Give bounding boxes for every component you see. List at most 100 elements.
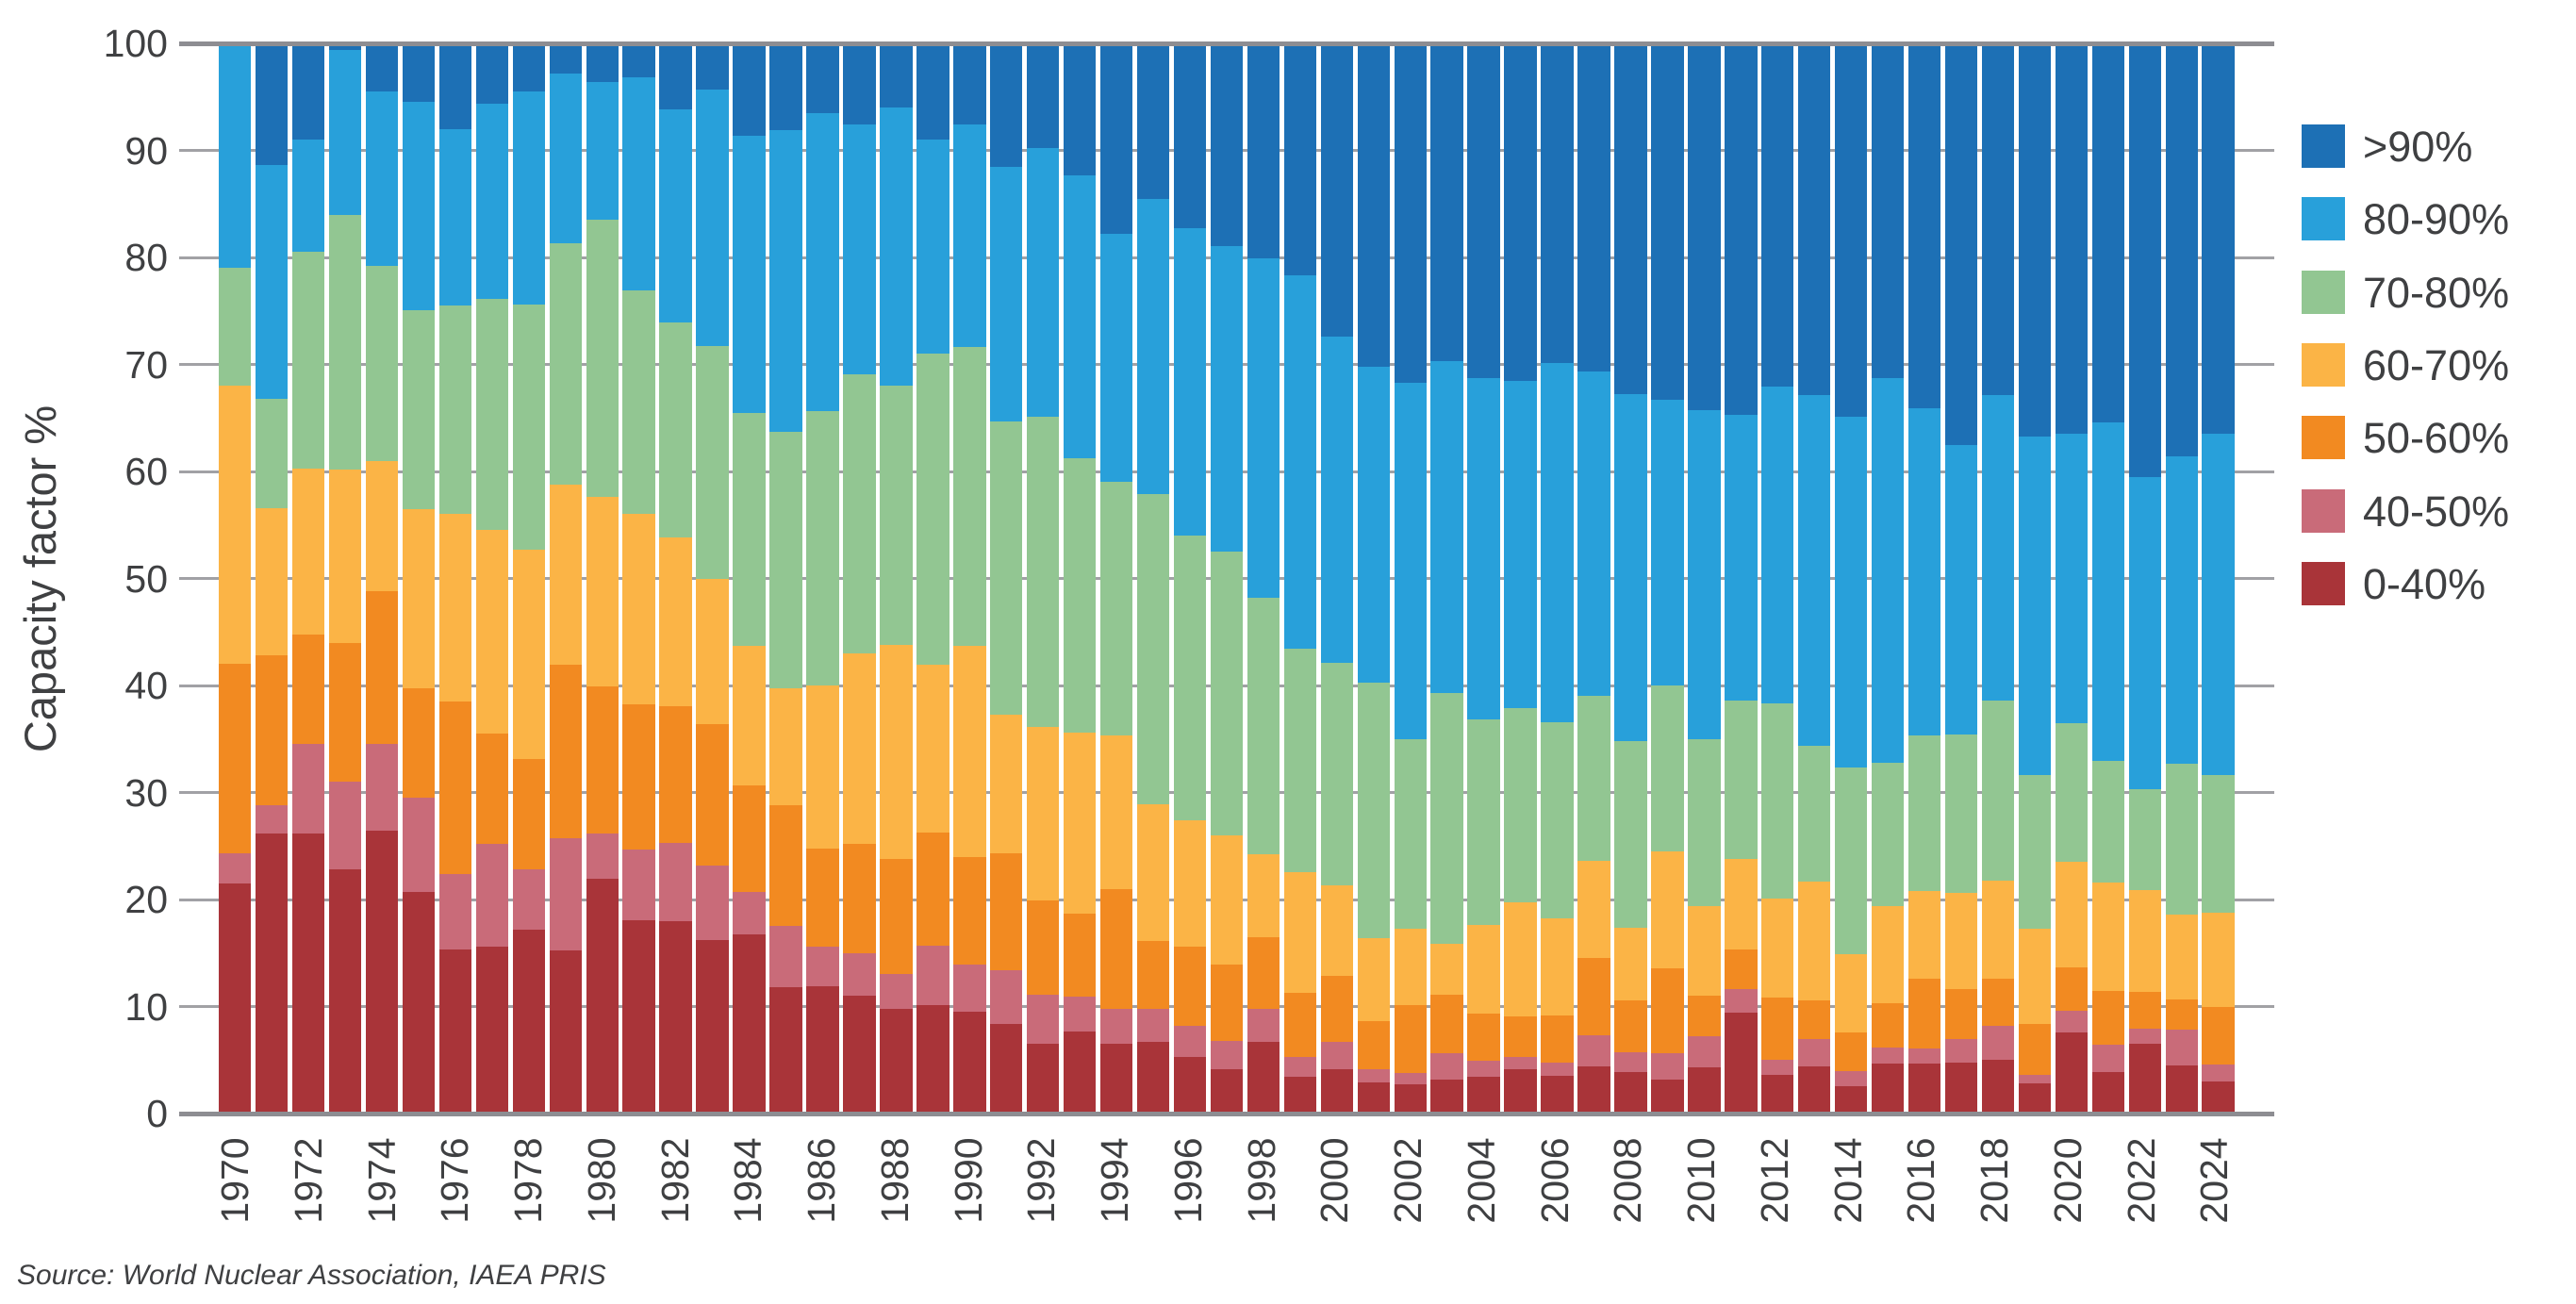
segment-band_80_90 bbox=[1136, 198, 1170, 494]
segment-band_60_70 bbox=[696, 578, 729, 724]
segment-band_40_50 bbox=[475, 844, 509, 947]
segment-band_0_40 bbox=[475, 946, 509, 1114]
segment-band_0_40 bbox=[438, 949, 472, 1114]
segment-band_80_90 bbox=[1761, 387, 1794, 704]
segment-band_70_80 bbox=[1981, 700, 2015, 881]
segment-band_40_50 bbox=[1210, 1040, 1244, 1070]
segment-band_60_70 bbox=[1651, 850, 1684, 968]
segment-band_80_90 bbox=[2091, 421, 2125, 761]
segment-band_40_50 bbox=[916, 945, 949, 1006]
bar-2001 bbox=[1357, 43, 1390, 1114]
segment-band_60_70 bbox=[1797, 881, 1831, 1000]
segment-band_60_70 bbox=[1430, 943, 1463, 996]
segment-band_70_80 bbox=[659, 322, 692, 538]
segment-band_70_80 bbox=[1614, 741, 1647, 928]
segment-band_0_40 bbox=[1981, 1060, 2015, 1114]
segment-band_50_60 bbox=[696, 723, 729, 866]
segment-band_70_80 bbox=[549, 243, 583, 485]
segment-band_60_70 bbox=[402, 508, 436, 689]
segment-band_gt90 bbox=[291, 43, 325, 140]
bar-2021 bbox=[2091, 43, 2125, 1114]
segment-band_0_40 bbox=[1467, 1077, 1500, 1114]
segment-band_0_40 bbox=[1357, 1082, 1390, 1114]
segment-band_gt90 bbox=[916, 43, 949, 140]
segment-band_gt90 bbox=[843, 43, 876, 125]
segment-band_60_70 bbox=[880, 644, 913, 859]
bar-1995 bbox=[1136, 43, 1170, 1114]
bar-1976 bbox=[438, 43, 472, 1114]
segment-band_70_80 bbox=[438, 305, 472, 515]
legend-label-band_60_70: 60-70% bbox=[2363, 340, 2510, 389]
segment-band_70_80 bbox=[916, 354, 949, 666]
bar-2015 bbox=[1871, 43, 1905, 1114]
segment-band_80_90 bbox=[622, 77, 655, 291]
segment-band_40_50 bbox=[438, 873, 472, 950]
y-tick-label-70: 70 bbox=[124, 342, 168, 387]
segment-band_0_40 bbox=[1430, 1079, 1463, 1114]
segment-band_50_60 bbox=[659, 705, 692, 843]
segment-band_50_60 bbox=[1394, 1005, 1427, 1073]
segment-band_70_80 bbox=[1504, 707, 1537, 903]
segment-band_80_90 bbox=[365, 91, 399, 267]
segment-band_60_70 bbox=[916, 665, 949, 833]
segment-band_gt90 bbox=[1320, 43, 1354, 338]
segment-band_50_60 bbox=[2091, 990, 2125, 1046]
legend-swatch-band_50_60 bbox=[2302, 416, 2345, 460]
segment-band_0_40 bbox=[1136, 1041, 1170, 1114]
bar-2003 bbox=[1430, 43, 1463, 1114]
segment-band_gt90 bbox=[1761, 43, 1794, 388]
y-tick-label-80: 80 bbox=[124, 236, 168, 279]
segment-band_0_40 bbox=[622, 919, 655, 1114]
segment-band_70_80 bbox=[769, 432, 802, 689]
segment-band_60_70 bbox=[1394, 928, 1427, 1006]
segment-band_60_70 bbox=[2202, 912, 2235, 1007]
segment-band_40_50 bbox=[2128, 1029, 2162, 1045]
segment-band_80_90 bbox=[1944, 444, 1978, 735]
segment-band_0_40 bbox=[219, 883, 252, 1114]
legend-label-band_0_40: 0-40% bbox=[2363, 559, 2486, 608]
segment-band_70_80 bbox=[2018, 775, 2052, 929]
segment-band_80_90 bbox=[1871, 378, 1905, 763]
segment-band_40_50 bbox=[696, 865, 729, 941]
segment-band_50_60 bbox=[549, 665, 583, 839]
segment-band_40_50 bbox=[1651, 1053, 1684, 1080]
segment-band_40_50 bbox=[1834, 1070, 1868, 1086]
segment-band_0_40 bbox=[1247, 1041, 1280, 1114]
segment-band_gt90 bbox=[1725, 43, 1758, 415]
segment-band_60_70 bbox=[1981, 880, 2015, 979]
segment-band_40_50 bbox=[219, 853, 252, 883]
segment-band_40_50 bbox=[953, 965, 986, 1013]
segment-band_60_70 bbox=[219, 386, 252, 665]
segment-band_gt90 bbox=[990, 43, 1023, 167]
bar-2023 bbox=[2165, 43, 2198, 1114]
segment-band_60_70 bbox=[1357, 937, 1390, 1022]
segment-band_0_40 bbox=[1504, 1069, 1537, 1114]
segment-band_50_60 bbox=[291, 634, 325, 745]
segment-band_gt90 bbox=[1614, 43, 1647, 395]
bar-1982 bbox=[659, 43, 692, 1114]
segment-band_80_90 bbox=[1797, 395, 1831, 746]
segment-band_80_90 bbox=[2202, 434, 2235, 776]
segment-band_gt90 bbox=[1173, 43, 1207, 229]
segment-band_0_40 bbox=[586, 879, 619, 1114]
segment-band_0_40 bbox=[512, 929, 546, 1114]
segment-band_gt90 bbox=[328, 43, 362, 50]
segment-band_80_90 bbox=[1099, 234, 1133, 483]
segment-band_80_90 bbox=[1430, 361, 1463, 693]
segment-band_80_90 bbox=[1467, 378, 1500, 720]
bar-2022 bbox=[2128, 43, 2162, 1114]
bar-1980 bbox=[586, 43, 619, 1114]
segment-band_0_40 bbox=[1761, 1075, 1794, 1114]
segment-band_0_40 bbox=[1907, 1063, 1941, 1114]
segment-band_0_40 bbox=[1320, 1069, 1354, 1114]
segment-band_70_80 bbox=[1871, 762, 1905, 906]
legend-label-band_80_90: 80-90% bbox=[2363, 195, 2510, 244]
segment-band_70_80 bbox=[1688, 738, 1721, 906]
segment-band_40_50 bbox=[990, 969, 1023, 1024]
segment-band_70_80 bbox=[2091, 760, 2125, 883]
segment-band_40_50 bbox=[365, 744, 399, 832]
segment-band_gt90 bbox=[1907, 43, 1941, 409]
segment-band_60_70 bbox=[1247, 854, 1280, 937]
